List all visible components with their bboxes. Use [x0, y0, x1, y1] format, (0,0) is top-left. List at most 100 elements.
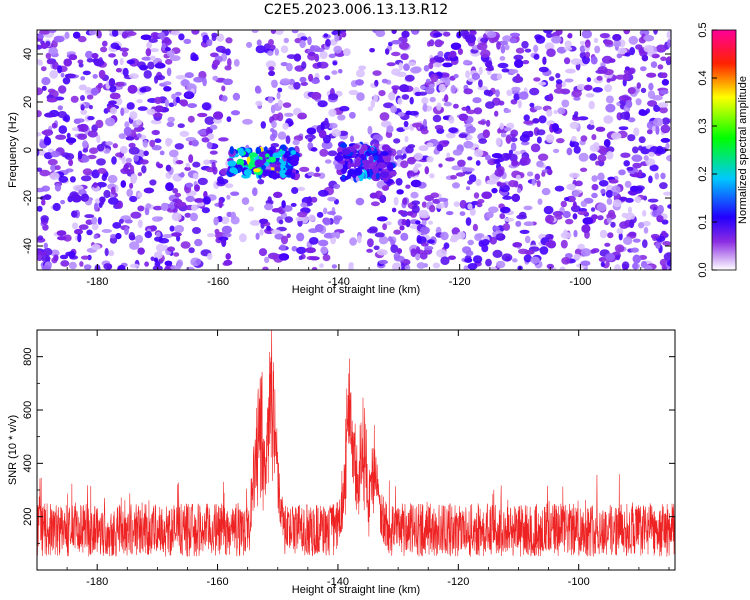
heatmap-cell	[614, 244, 625, 253]
heatmap-cell	[546, 32, 553, 38]
heatmap-cell	[141, 165, 147, 174]
heatmap-cell	[124, 121, 130, 128]
colorbar-label: Normalized spectral amplitude	[737, 76, 749, 224]
heatmap-cell	[133, 154, 139, 162]
heatmap-cell	[655, 242, 661, 249]
heatmap-cell	[469, 208, 476, 216]
heatmap-cell	[73, 118, 81, 124]
heatmap-cell	[37, 132, 42, 137]
heatmap-cell	[571, 89, 582, 98]
heatmap-cell	[185, 182, 193, 188]
heatmap-cell	[91, 244, 101, 251]
heatmap-cell	[68, 261, 77, 270]
heatmap-cell	[205, 126, 212, 136]
heatmap-cell	[443, 31, 451, 37]
heatmap-cell	[597, 154, 607, 162]
heatmap-cell	[453, 73, 459, 79]
heatmap-cell	[411, 204, 420, 214]
heatmap-cell	[495, 233, 506, 241]
heatmap-cell	[160, 202, 169, 211]
heatmap-cell	[291, 245, 298, 252]
heatmap-cell	[286, 62, 293, 72]
heatmap-cell	[478, 66, 483, 76]
heatmap-cell	[52, 61, 59, 70]
heatmap-cell	[517, 188, 522, 194]
heatmap-cell	[306, 127, 317, 135]
heatmap-cell	[661, 79, 670, 86]
heatmap-cell	[467, 239, 474, 246]
heatmap-cell	[280, 62, 288, 67]
heatmap-cell	[126, 31, 137, 36]
heatmap-cell	[86, 94, 94, 100]
heatmap-cell	[195, 258, 202, 265]
heatmap-cell	[451, 165, 462, 171]
heatmap-feature-cell	[376, 162, 387, 169]
heatmap-cell	[284, 112, 294, 117]
heatmap-cell	[564, 40, 572, 48]
heatmap-cell	[308, 51, 316, 57]
heatmap-feature-cell	[255, 146, 262, 155]
heatmap-cell	[642, 210, 647, 217]
colorbar: 0.0 0.1 0.2 0.3 0.4 0.5 Normalized spectral a…	[697, 22, 749, 277]
heatmap-cell	[481, 191, 493, 199]
heatmap-cell	[318, 129, 327, 139]
heatmap-cell	[545, 233, 554, 240]
heatmap-cell	[429, 173, 435, 179]
heatmap-cell	[544, 42, 555, 51]
heatmap-cell	[524, 235, 531, 244]
heatmap-x-tick-label: -140	[328, 276, 350, 288]
heatmap-cell	[494, 110, 499, 117]
heatmap-cell	[606, 151, 614, 160]
heatmap-cell	[78, 224, 89, 230]
heatmap-cell	[416, 234, 422, 244]
heatmap-cell	[402, 197, 408, 205]
heatmap-cell	[608, 58, 616, 63]
heatmap-cell	[481, 239, 490, 246]
heatmap-cell	[616, 228, 624, 235]
heatmap-cell	[366, 228, 378, 234]
heatmap-cell	[280, 235, 289, 245]
heatmap-cell	[400, 160, 409, 169]
heatmap-cell	[583, 84, 593, 91]
heatmap-cell	[166, 121, 175, 128]
heatmap-cell	[157, 163, 163, 169]
heatmap-feature-cell	[340, 160, 346, 166]
heatmap-cell	[165, 182, 174, 192]
heatmap-cell	[130, 211, 142, 219]
heatmap-cell	[628, 206, 632, 214]
heatmap-cell	[648, 82, 654, 91]
heatmap-cell	[398, 42, 410, 50]
heatmap-cell	[37, 34, 44, 39]
heatmap-cell	[145, 48, 152, 57]
heatmap-cell	[405, 184, 411, 189]
heatmap-cell	[459, 30, 470, 37]
heatmap-cell	[280, 45, 289, 54]
heatmap-cell	[121, 31, 128, 39]
heatmap-cell	[604, 242, 611, 247]
heatmap-cell	[310, 196, 318, 203]
heatmap-cell	[144, 261, 150, 267]
heatmap-cell	[189, 212, 198, 222]
heatmap-cell	[139, 159, 149, 165]
heatmap-cell	[402, 153, 407, 159]
heatmap-cell	[467, 156, 473, 161]
heatmap-cell	[448, 127, 458, 134]
heatmap-cell	[465, 70, 471, 79]
heatmap-cell	[531, 178, 536, 186]
heatmap-cell	[515, 220, 522, 227]
heatmap-cell	[508, 149, 513, 155]
heatmap-cell	[300, 202, 308, 208]
heatmap-cell	[174, 225, 185, 233]
heatmap-cell	[169, 201, 176, 210]
heatmap-cell	[621, 261, 630, 270]
heatmap-cell	[412, 122, 423, 128]
heatmap-cell	[457, 159, 466, 167]
heatmap-cell	[514, 59, 524, 68]
heatmap-cell	[146, 108, 156, 116]
heatmap-cell	[530, 256, 540, 264]
heatmap-cell	[410, 248, 417, 257]
heatmap-cell	[618, 232, 623, 241]
heatmap-cell	[486, 31, 497, 38]
heatmap-cell	[168, 102, 175, 108]
heatmap-cell	[183, 38, 192, 45]
